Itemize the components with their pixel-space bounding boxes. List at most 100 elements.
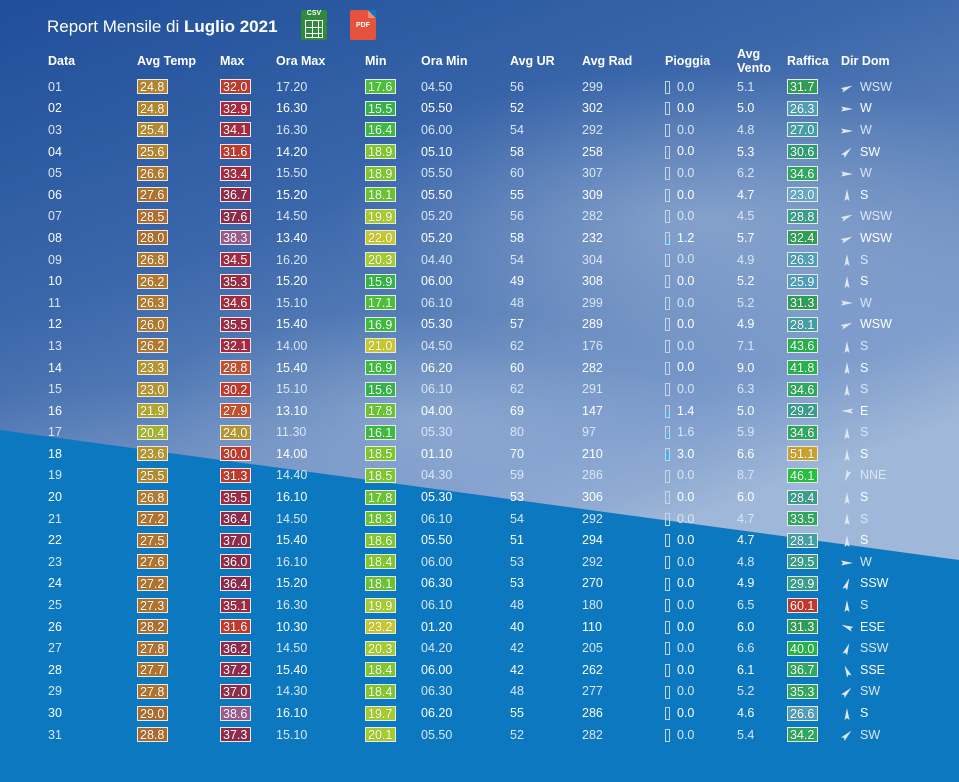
header-data[interactable]: Data [48, 54, 76, 68]
cell-raffica: 28.1 [783, 314, 837, 336]
cell-avg-vento: 4.9 [737, 576, 755, 591]
rain-value: 0.0 [677, 554, 695, 569]
cell-avg-rad: 292 [582, 554, 603, 569]
cell-ora-min: 06.10 [421, 382, 453, 397]
cell-max: 38.3 [216, 227, 272, 249]
rain-gauge-icon [665, 620, 670, 634]
wind-direction-arrow-icon [841, 491, 853, 504]
wind-direction-arrow-icon [841, 211, 853, 223]
cell-ora-max: 15.20 [276, 274, 308, 289]
avg-temp-value: 24.8 [137, 79, 168, 95]
table-row: 23 27.6 36.0 16.10 18.4 06.00 53 292 0.0… [44, 551, 905, 573]
cell-avg-temp: 25.5 [133, 465, 216, 487]
cell-avg-ur: 42 [510, 662, 524, 677]
cell-dir-dom: SW [837, 724, 905, 746]
cell-min: 17.8 [361, 486, 417, 508]
cell-avg-temp: 28.5 [133, 206, 216, 228]
cell-min: 18.9 [361, 162, 417, 184]
header-min[interactable]: Min [365, 54, 387, 68]
header-raffica[interactable]: Raffica [787, 54, 829, 68]
rain-value: 0.0 [677, 79, 695, 94]
cell-avg-ur: 54 [510, 511, 524, 526]
cell-avg-rad: 180 [582, 598, 603, 613]
rain-value: 0.0 [677, 641, 695, 656]
rain-gauge-icon [665, 663, 670, 677]
table-row: 31 28.8 37.3 15.10 20.1 05.50 52 282 0.0… [44, 724, 905, 746]
rain-gauge-icon [665, 102, 670, 116]
cell-date: 14 [48, 360, 62, 375]
gust-value: 32.4 [787, 230, 818, 246]
cell-avg-rad: 302 [582, 101, 603, 116]
cell-avg-ur: 56 [510, 79, 524, 94]
cell-avg-ur: 60 [510, 360, 524, 375]
cell-date: 20 [48, 490, 62, 505]
avg-temp-value: 26.8 [137, 489, 168, 505]
header-max[interactable]: Max [220, 54, 245, 68]
cell-pioggia: 0.0 [661, 162, 733, 184]
cell-avg-temp: 25.4 [133, 119, 216, 141]
cell-date: 29 [48, 684, 62, 699]
cell-avg-ur: 62 [510, 338, 524, 353]
cell-ora-max: 15.20 [276, 576, 308, 591]
gust-value: 31.3 [787, 295, 818, 311]
wind-direction-arrow-icon [841, 103, 853, 115]
header-avg-vento[interactable]: Avg Vento [737, 47, 772, 75]
rain-value: 0.0 [677, 295, 695, 310]
header-dir-dom[interactable]: Dir Dom [841, 54, 890, 68]
cell-min: 19.9 [361, 594, 417, 616]
rain-value: 0.0 [677, 187, 695, 202]
cell-date: 25 [48, 598, 62, 613]
rain-gauge-icon [665, 404, 670, 418]
rain-gauge-icon [665, 447, 670, 461]
avg-temp-value: 27.2 [137, 511, 168, 527]
rain-value: 0.0 [677, 101, 695, 116]
cell-min: 16.4 [361, 119, 417, 141]
cell-date: 31 [48, 727, 62, 742]
cell-date: 24 [48, 576, 62, 591]
cell-avg-vento: 8.7 [737, 468, 755, 483]
min-temp-value: 18.4 [365, 683, 396, 699]
cell-max: 35.5 [216, 314, 272, 336]
rain-gauge-icon [665, 232, 670, 246]
min-temp-value: 18.4 [365, 662, 396, 678]
cell-ora-min: 06.10 [421, 511, 453, 526]
cell-max: 37.0 [216, 681, 272, 703]
max-temp-value: 32.1 [220, 338, 251, 354]
header-avg-ur[interactable]: Avg UR [510, 54, 555, 68]
cell-pioggia: 0.0 [661, 98, 733, 120]
cell-max: 31.3 [216, 465, 272, 487]
cell-ora-max: 16.30 [276, 598, 308, 613]
cell-avg-ur: 53 [510, 554, 524, 569]
header-avg-temp[interactable]: Avg Temp [137, 54, 197, 68]
gust-value: 34.6 [787, 381, 818, 397]
cell-date: 21 [48, 511, 62, 526]
cell-avg-temp: 27.6 [133, 551, 216, 573]
cell-date: 09 [48, 252, 62, 267]
gust-value: 33.5 [787, 511, 818, 527]
gust-value: 26.3 [787, 100, 818, 116]
pdf-download-icon[interactable]: PDF [350, 10, 376, 40]
wind-direction-label: S [860, 338, 869, 353]
wind-direction-arrow-icon [841, 254, 853, 267]
cell-dir-dom: S [837, 249, 905, 271]
rain-gauge-icon [665, 80, 670, 94]
header-ora-max[interactable]: Ora Max [276, 54, 326, 68]
avg-temp-value: 27.6 [137, 187, 168, 203]
header-ora-min[interactable]: Ora Min [421, 54, 468, 68]
wind-direction-arrow-icon [841, 707, 853, 720]
header-pioggia[interactable]: Pioggia [665, 54, 711, 68]
cell-avg-vento: 4.6 [737, 706, 755, 721]
cell-min: 18.3 [361, 508, 417, 530]
cell-ora-min: 04.50 [421, 338, 453, 353]
header-avg-rad[interactable]: Avg Rad [582, 54, 633, 68]
cell-avg-rad: 292 [582, 511, 603, 526]
rain-gauge-icon [665, 534, 670, 548]
cell-avg-ur: 80 [510, 425, 524, 440]
csv-download-icon[interactable]: CSV [301, 10, 327, 40]
table-row: 04 25.6 31.6 14.20 18.9 05.10 58 258 0.0… [44, 141, 905, 163]
rain-value: 0.0 [677, 705, 695, 720]
min-temp-value: 15.6 [365, 381, 396, 397]
cell-min: 18.4 [361, 659, 417, 681]
wind-direction-label: SSE [860, 662, 886, 677]
cell-dir-dom: W [837, 98, 905, 120]
